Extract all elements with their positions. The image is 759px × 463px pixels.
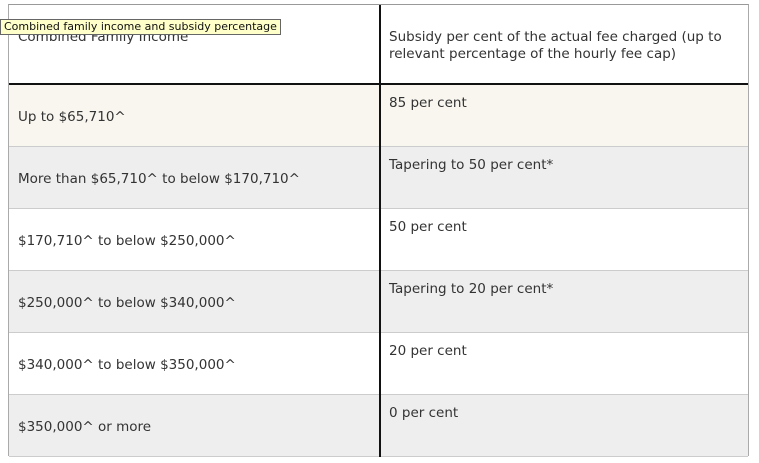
table-cell: $250,000^ to below $340,000^ [18, 295, 236, 311]
table-cell: $340,000^ to below $350,000^ [18, 357, 236, 373]
table-row: $170,710^ to below $250,000^ 50 per cent [9, 209, 748, 271]
subsidy-table: Combined Family Income Subsidy per cent … [8, 4, 749, 457]
table-cell: More than $65,710^ to below $170,710^ [18, 171, 300, 187]
table-row: More than $65,710^ to below $170,710^ Tap… [9, 147, 748, 209]
table-cell: 50 per cent [389, 219, 467, 235]
table-cell: $170,710^ to below $250,000^ [18, 233, 236, 249]
table-cell: $350,000^ or more [18, 419, 152, 435]
table-row: Up to $65,710^ 85 per cent [9, 85, 748, 147]
table-cell: 85 per cent [389, 95, 467, 111]
table-row: $350,000^ or more 0 per cent [9, 395, 748, 457]
table-cell: Tapering to 20 per cent* [389, 281, 554, 297]
table-row: $340,000^ to below $350,000^ 20 per cent [9, 333, 748, 395]
table-cell: Up to $65,710^ [18, 109, 126, 125]
table-row: $250,000^ to below $340,000^ Tapering to … [9, 271, 748, 333]
table-cell: Tapering to 50 per cent* [389, 157, 554, 173]
table-cell: 0 per cent [389, 405, 459, 421]
header-cell: Subsidy per cent of the actual fee charg… [389, 29, 722, 62]
column-divider [379, 5, 381, 457]
table-cell: 20 per cent [389, 343, 467, 359]
tooltip: Combined family income and subsidy perce… [0, 19, 281, 35]
